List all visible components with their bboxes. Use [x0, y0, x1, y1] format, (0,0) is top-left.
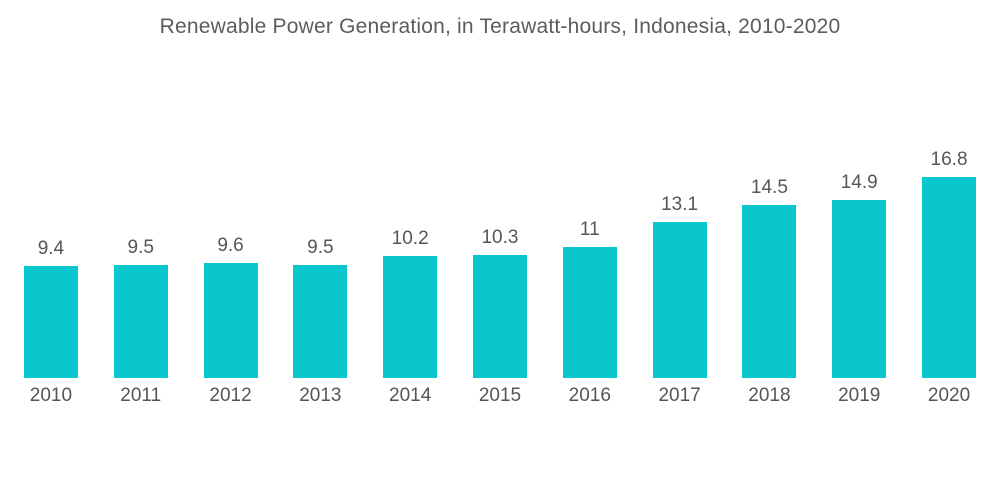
bar	[383, 256, 438, 378]
x-axis-label: 2018	[748, 385, 791, 406]
x-axis-label: 2012	[209, 385, 252, 406]
bar-group: 14.5 2018	[725, 177, 815, 410]
bar	[293, 264, 348, 378]
bar-value-label: 10.2	[391, 228, 429, 250]
bar	[23, 265, 78, 378]
bar-group: 13.1 2017	[635, 194, 725, 411]
bar-value-label: 9.5	[307, 236, 334, 258]
bar-value-label: 14.5	[750, 176, 788, 198]
bar-group: 9.5 2013	[275, 237, 365, 411]
bar	[113, 264, 168, 378]
bar-group: 9.6 2012	[186, 235, 276, 410]
x-axis-label: 2019	[838, 385, 881, 406]
bar-group: 9.4 2010	[6, 238, 96, 410]
bar-group: 14.9 2019	[814, 172, 904, 410]
bar-value-label: 13.1	[661, 193, 699, 215]
bar	[562, 246, 617, 378]
plot-area: 9.4 2010 9.5 2011 9.6 2012 9.5 2013 10.2 2014 10.3…	[6, 149, 994, 411]
bar-group: 10.2 2014	[365, 228, 455, 410]
bar	[203, 263, 258, 378]
bar-group: 10.3 2015	[455, 227, 545, 410]
x-axis-label: 2015	[478, 385, 522, 406]
x-axis-label: 2016	[568, 385, 611, 406]
bar-value-label: 14.9	[840, 171, 878, 193]
bar-group: 9.5 2011	[96, 237, 186, 411]
bar-group: 16.8 2020	[904, 149, 994, 410]
bar	[922, 177, 977, 378]
bar-value-label: 9.6	[217, 235, 244, 257]
x-axis-label: 2010	[29, 385, 73, 406]
chart-title: Renewable Power Generation, in Terawatt-…	[159, 15, 841, 38]
bar-group: 11 2016	[545, 219, 635, 410]
bar-value-label: 10.3	[481, 226, 519, 248]
bar-value-label: 11	[579, 218, 600, 240]
bar	[832, 199, 887, 378]
x-axis-label: 2011	[120, 385, 162, 406]
bar	[472, 254, 527, 378]
x-axis-label: 2013	[299, 385, 342, 406]
x-axis-label: 2017	[658, 385, 701, 406]
x-axis-label: 2014	[389, 385, 432, 406]
bar	[652, 221, 707, 378]
bar-value-label: 16.8	[930, 149, 968, 171]
bar-value-label: 9.4	[37, 237, 65, 259]
x-axis-label: 2020	[927, 385, 971, 406]
bar	[742, 204, 797, 378]
bar-value-label: 9.5	[127, 236, 154, 258]
